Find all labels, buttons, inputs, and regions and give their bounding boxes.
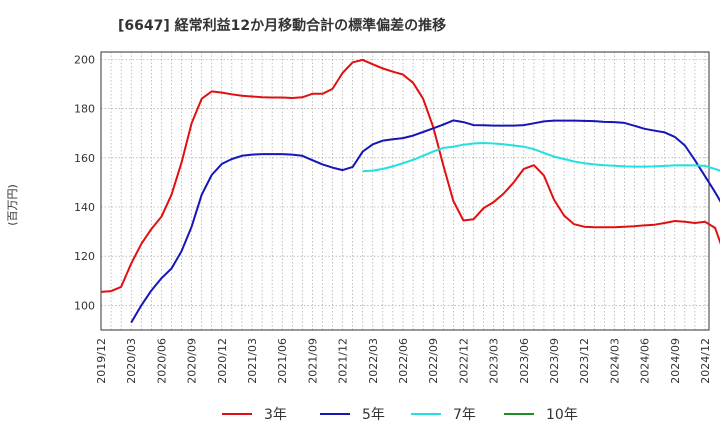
x-tick-label: 2023/03 [488,338,501,384]
x-tick-label: 2020/06 [155,338,168,384]
y-tick-label: 120 [74,250,95,263]
legend-label: 3年 [264,407,287,423]
plot-frame [100,51,710,331]
series-line-7年 [362,142,720,173]
x-tick-label: 2023/09 [548,338,561,384]
x-tick-label: 2022/12 [457,338,470,384]
y-tick-label: 180 [74,103,95,116]
series-lines [100,58,720,324]
x-tick-label: 2024/03 [608,338,621,384]
y-tick-label: 140 [74,201,95,214]
x-tick-label: 2020/09 [186,338,199,384]
legend: 3年 5年 7年 10年 [222,407,578,423]
x-tick-label: 2024/09 [669,338,682,384]
y-axis-label: (百万円) [6,184,19,226]
legend-label: 7年 [453,407,476,423]
x-tick-label: 2021/12 [337,338,350,384]
x-tick-label: 2022/09 [427,338,440,384]
y-tick-label: 100 [74,299,95,312]
x-tick-label: 2024/06 [639,338,652,384]
x-tick-label: 2023/12 [578,338,591,384]
y-tick-label: 200 [74,53,95,66]
x-tick-label: 2020/12 [216,338,229,384]
x-axis-ticks: 2019/12 2020/03 2020/06 2020/09 2020/12 2021/… [95,338,712,384]
legend-label: 10年 [546,407,578,423]
series-line-5年 [130,119,720,324]
x-tick-label: 2022/06 [397,338,410,384]
grid-lines [100,52,709,330]
y-axis-ticks: 100 120 140 160 180 200 [74,53,95,312]
x-tick-label: 2022/03 [367,338,380,384]
x-tick-label: 2021/03 [246,338,259,384]
x-tick-label: 2023/06 [518,338,531,384]
chart-title: [6647] 経常利益12か月移動合計の標準偏差の推移 [118,17,446,34]
y-tick-label: 160 [74,152,95,165]
x-tick-label: 2021/06 [276,338,289,384]
x-tick-label: 2019/12 [95,338,108,384]
legend-label: 5年 [362,407,385,423]
series-line-3年 [100,58,720,293]
x-tick-label: 2021/09 [306,338,319,384]
x-tick-label: 2020/03 [125,338,138,384]
x-tick-label: 2024/12 [699,338,712,384]
